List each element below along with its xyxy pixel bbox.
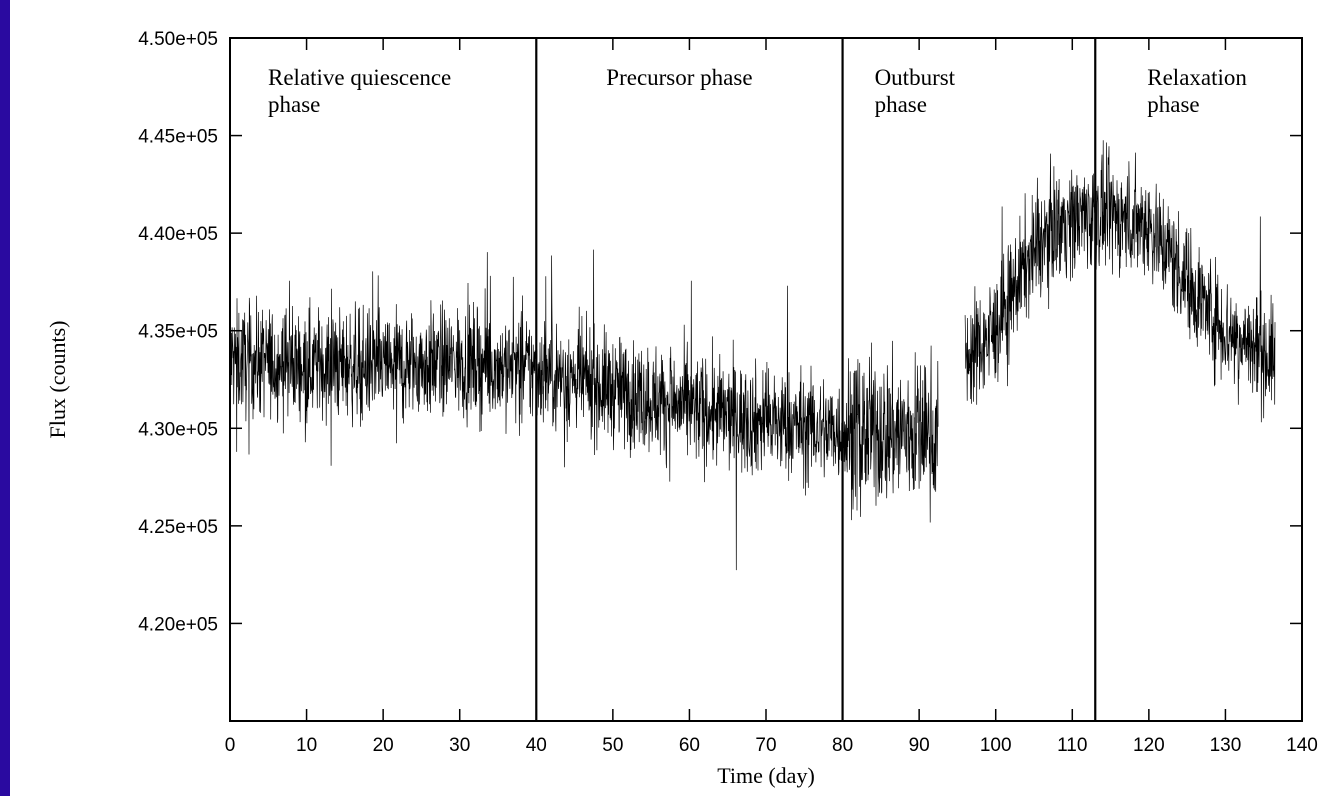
x-axis-title: Time (day)	[717, 763, 815, 788]
x-tick-label: 70	[755, 735, 776, 756]
x-tick-label: 140	[1286, 735, 1318, 756]
x-tick-label: 110	[1057, 735, 1087, 756]
x-tick-label: 50	[602, 735, 623, 756]
y-tick-label: 4.40e+05	[138, 224, 218, 245]
x-tick-label: 20	[373, 735, 394, 756]
x-tick-label: 0	[225, 735, 236, 756]
phase-label: Relaxation	[1147, 65, 1247, 90]
y-tick-label: 4.35e+05	[138, 322, 218, 343]
phase-label: phase	[875, 92, 927, 117]
flux-series-line	[229, 249, 939, 571]
phase-label: Precursor phase	[606, 65, 752, 90]
x-tick-label: 60	[679, 735, 700, 756]
x-tick-label: 10	[296, 735, 317, 756]
phase-label: phase	[268, 92, 320, 117]
phase-label: phase	[1147, 92, 1199, 117]
x-tick-label: 120	[1133, 735, 1165, 756]
phase-label: Outburst	[875, 65, 956, 90]
y-tick-label: 4.30e+05	[138, 419, 218, 440]
x-tick-label: 100	[980, 735, 1012, 756]
y-tick-label: 4.25e+05	[138, 517, 218, 538]
chart-frame: 0 10 20 30 40 50 60 70 80 90 100 110 120 130 140 4.20e…	[10, 0, 1337, 796]
x-tick-label: 40	[526, 735, 547, 756]
x-tick-label: 80	[832, 735, 853, 756]
y-tick-label: 4.45e+05	[138, 127, 218, 148]
flux-series-line	[964, 140, 1276, 423]
phase-label: Relative quiescence	[268, 65, 451, 90]
flux-time-chart: 0 10 20 30 40 50 60 70 80 90 100 110 120 130 140 4.20e…	[45, 29, 1318, 788]
x-tick-label: 30	[449, 735, 470, 756]
y-axis-title: Flux (counts)	[45, 321, 70, 439]
x-tick-label: 130	[1210, 735, 1242, 756]
y-tick-label: 4.50e+05	[138, 29, 218, 50]
x-tick-label: 90	[909, 735, 930, 756]
y-tick-label: 4.20e+05	[138, 614, 218, 635]
